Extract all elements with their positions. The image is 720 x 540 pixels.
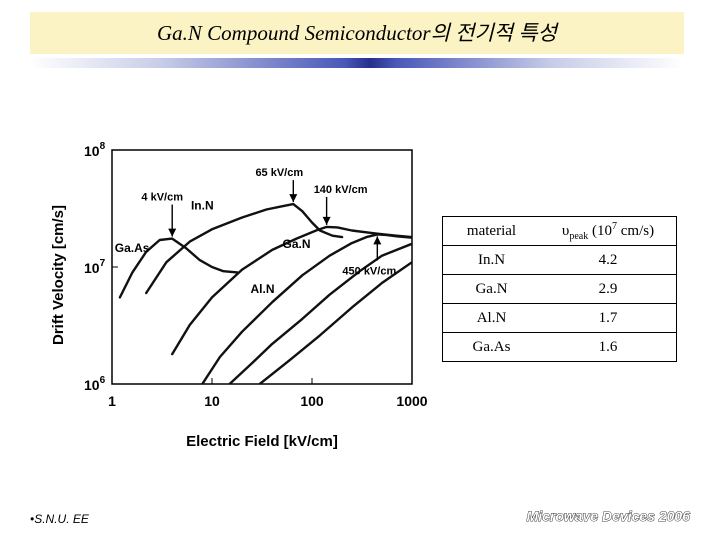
table-cell-value: 4.2 xyxy=(540,245,677,275)
series-line-gan xyxy=(170,225,412,356)
x-tick-label: 10 xyxy=(204,393,220,409)
annotation-arrow-head xyxy=(289,194,298,203)
table-header-peak-velocity: υpeak (107 cm/s) xyxy=(540,216,677,246)
annotation-arrow-head xyxy=(373,236,382,245)
y-tick-base: 10 xyxy=(84,260,100,276)
y-tick-label: 107 xyxy=(84,258,106,276)
y-axis-label: Drift Velocity [cm/s] xyxy=(50,205,67,345)
annotation-label: 4 kV/cm xyxy=(141,192,183,204)
velocity-symbol: υ xyxy=(561,222,570,239)
peak-velocity-table: material υpeak (107 cm/s) In.N 4.2 Ga.N … xyxy=(442,216,677,362)
x-tick-label: 1000 xyxy=(396,393,427,409)
table-row: Al.N 1.7 xyxy=(442,303,677,333)
table-row: In.N 4.2 xyxy=(442,245,677,275)
page-title: Ga.N Compound Semiconductor의 전기적 특성 xyxy=(157,21,557,45)
y-tick-exponent: 6 xyxy=(100,375,106,386)
annotation-label: 140 kV/cm xyxy=(314,184,368,196)
annotation-label: 450 kV/cm xyxy=(342,265,396,277)
y-tick-label: 108 xyxy=(84,141,106,159)
annotation-arrow-head xyxy=(168,228,177,237)
unit-suffix: cm/s) xyxy=(617,222,655,239)
curve-label: Ga.As xyxy=(115,241,150,255)
y-tick-label: 106 xyxy=(84,375,106,393)
y-tick-base: 10 xyxy=(84,143,100,159)
y-tick-exponent: 7 xyxy=(100,258,106,269)
table-header-material: material xyxy=(442,216,540,246)
curves-group xyxy=(111,149,413,385)
table-cell-value: 2.9 xyxy=(540,274,677,304)
curve-label: Al.N xyxy=(251,282,275,296)
footer-course: Microwave Devices 2006 xyxy=(526,508,690,525)
unit-prefix: (10 xyxy=(592,222,612,239)
table-cell-material: In.N xyxy=(442,245,540,275)
footer-affiliation: •S.N.U. EE xyxy=(30,512,89,526)
annotation-label: 65 kV/cm xyxy=(255,167,303,179)
table-row: Ga.As 1.6 xyxy=(442,332,677,362)
series-line-gaas xyxy=(118,237,239,299)
table-header-row: material υpeak (107 cm/s) xyxy=(442,216,677,246)
velocity-subscript: peak xyxy=(569,230,589,242)
title-box: Ga.N Compound Semiconductor의 전기적 특성 xyxy=(30,12,684,54)
series-line-unlabeled-4 xyxy=(228,242,412,384)
table-cell-material: Ga.As xyxy=(442,332,540,362)
unit-exponent: 7 xyxy=(612,220,617,232)
curve-label: In.N xyxy=(191,199,214,213)
table-cell-material: Al.N xyxy=(442,303,540,333)
series-line-aln xyxy=(201,233,412,384)
series-line-unlabeled-5 xyxy=(258,260,412,384)
curve-label: Ga.N xyxy=(283,237,311,251)
table-cell-value: 1.7 xyxy=(540,303,677,333)
y-tick-exponent: 8 xyxy=(100,141,106,152)
curve-labels: Ga.As In.N Ga.N Al.N xyxy=(115,199,311,296)
x-tick-label: 100 xyxy=(300,393,324,409)
title-gradient-bar xyxy=(30,58,684,68)
table-cell-material: Ga.N xyxy=(442,274,540,304)
annotations: 65 kV/cm 140 kV/cm 4 kV/cm 450 kV/cm xyxy=(141,167,396,277)
table-row: Ga.N 2.9 xyxy=(442,274,677,304)
x-axis-label: Electric Field [kV/cm] xyxy=(186,433,338,450)
x-tick-labels: 1 10 100 1000 xyxy=(108,393,428,409)
annotation-arrow-head xyxy=(322,216,331,225)
table-cell-value: 1.6 xyxy=(540,332,677,362)
series-line-inn xyxy=(144,202,344,295)
x-tick-label: 1 xyxy=(108,393,116,409)
y-tick-base: 10 xyxy=(84,377,100,393)
